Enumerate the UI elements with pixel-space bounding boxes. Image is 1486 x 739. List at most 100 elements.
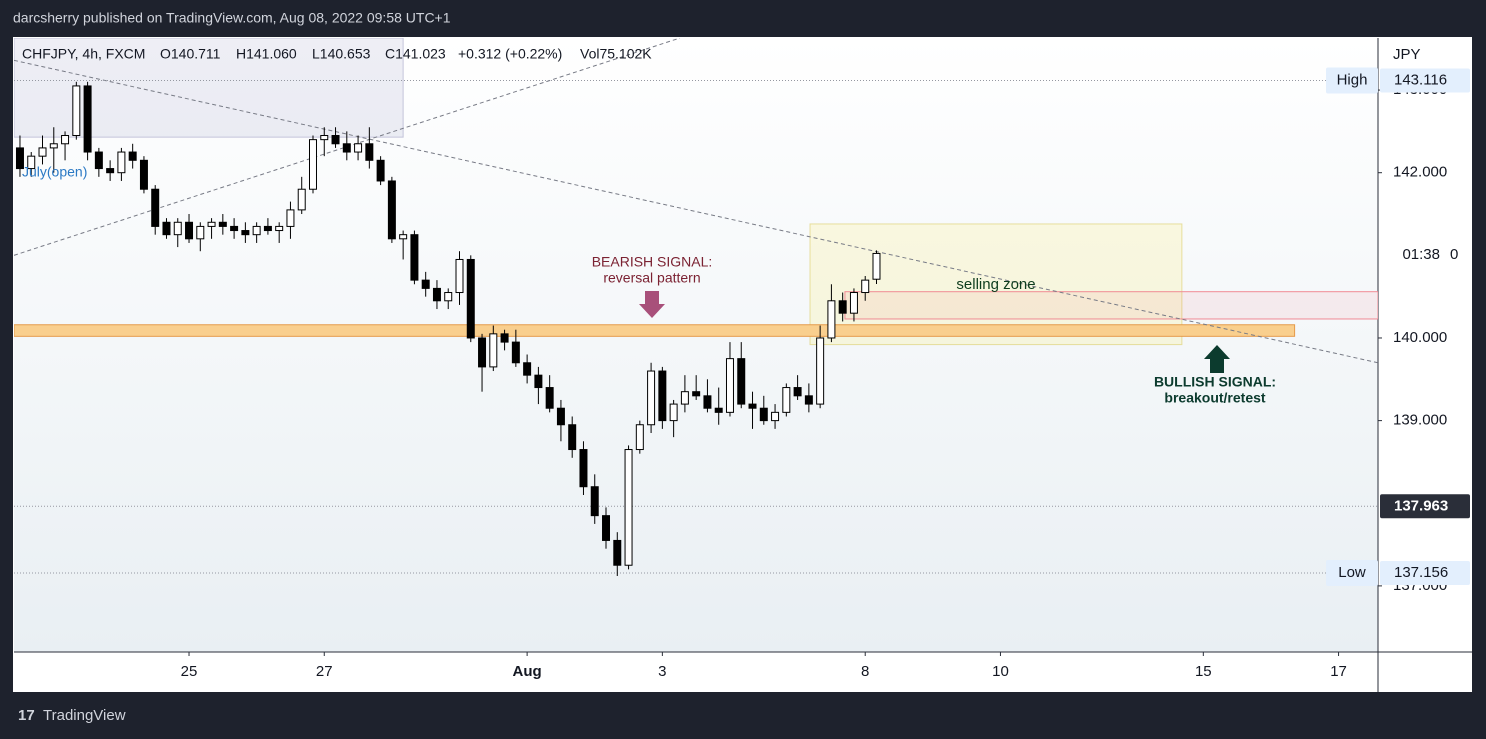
candle-body [27, 155, 36, 170]
y-tick-label: 140.000 [1393, 329, 1447, 346]
candle-body [523, 362, 532, 376]
y-tick-label: 139.000 [1393, 412, 1447, 429]
candle-body [421, 279, 430, 289]
price-line-tag [1326, 67, 1378, 94]
candle-body [511, 341, 520, 364]
candle-body [759, 407, 768, 422]
candle-body [500, 333, 509, 343]
candle-body [861, 279, 870, 294]
candle-body [365, 143, 374, 161]
candle-body [455, 258, 464, 294]
candle-body [748, 403, 757, 409]
plot [14, 38, 1378, 576]
candle-body [83, 85, 92, 153]
candle-body [432, 287, 441, 302]
currency: JPY [1393, 46, 1421, 63]
candle-body [725, 358, 734, 413]
price-label: 137.156 [1394, 564, 1448, 581]
publisher: darcsherry published on TradingView.com,… [13, 10, 451, 26]
legend-low: L140.653 [312, 46, 371, 62]
price-line-tag [1326, 559, 1378, 586]
bearish-text: reversal pattern [603, 270, 700, 286]
brand: TradingView [43, 707, 126, 724]
candle-body [714, 407, 723, 413]
candle-body [399, 234, 408, 240]
legend: CHFJPY, 4h, FXCM O140.711 H141.060 L140.… [22, 46, 652, 62]
zone [14, 324, 1296, 337]
axes: 137.000139.000140.000142.000143.0002527A… [181, 67, 1470, 680]
candle-body [286, 209, 295, 227]
candle-body [263, 225, 272, 232]
candle-body [872, 252, 881, 280]
candle-body [139, 159, 148, 190]
logo-mark: 17 [18, 707, 35, 724]
zone [844, 291, 1378, 320]
price-label: 143.116 [1394, 71, 1447, 88]
price-label-box [1380, 68, 1470, 93]
candle-body [185, 221, 194, 240]
candle-body [579, 449, 588, 488]
candle-body [849, 292, 858, 314]
candle-body [771, 411, 780, 422]
candle-body [635, 424, 644, 451]
candle-body [230, 225, 239, 232]
open-label: July(open) [22, 164, 87, 180]
candle-body [466, 258, 475, 339]
candle-body [647, 370, 656, 426]
candle-body [410, 234, 419, 281]
candle-body [162, 221, 171, 236]
legend-high: H141.060 [236, 46, 297, 62]
candle-body [151, 188, 160, 227]
candle-body [15, 147, 24, 170]
candle-body [737, 358, 746, 405]
bullish-text: breakout/retest [1164, 390, 1265, 406]
candle-body [816, 337, 825, 405]
legend-volume: Vol75.102K [580, 46, 652, 62]
candle-body [376, 159, 385, 182]
countdown: 01:38 [1402, 246, 1440, 263]
trend-line [14, 59, 1378, 364]
x-tick-label: 8 [861, 663, 869, 680]
candle-body [331, 135, 340, 145]
price-label: 137.963 [1394, 497, 1448, 514]
x-tick-label: 17 [1330, 663, 1347, 680]
candle-body [94, 151, 103, 170]
bullish-title: BULLISH SIGNAL: [1154, 374, 1276, 390]
candle-body [49, 143, 58, 149]
x-tick-label: 10 [992, 663, 1009, 680]
price-label-box [1380, 494, 1470, 519]
candle-body [38, 147, 47, 157]
candle-body [624, 449, 633, 566]
candle-body [128, 151, 137, 161]
candle-body [218, 221, 227, 227]
x-tick-label: 3 [658, 663, 666, 680]
candle-body [556, 407, 565, 426]
x-tick-label: Aug [513, 663, 542, 680]
x-tick-label: 27 [316, 663, 333, 680]
candle-body [782, 387, 791, 413]
candle-body [387, 180, 396, 240]
candle-body [207, 221, 216, 227]
candle-body [308, 139, 317, 190]
candle-body [827, 300, 836, 339]
candle-body [444, 292, 453, 302]
candle-body [354, 143, 363, 153]
candle-body [106, 168, 115, 174]
bearish-title: BEARISH SIGNAL: [592, 254, 713, 270]
candle-body [703, 395, 712, 409]
candle-body [793, 387, 802, 397]
bullish-arrow [1204, 345, 1230, 373]
countdown-price: 0 [1450, 246, 1458, 263]
candle-body [838, 300, 847, 314]
candle-body [602, 515, 611, 541]
legend-open: O140.711 [160, 46, 221, 62]
price-label-box [1380, 560, 1470, 585]
candle-body [320, 135, 329, 141]
candle-body [680, 391, 689, 405]
x-tick-label: 15 [1195, 663, 1212, 680]
candle-body [613, 539, 622, 566]
candle-body [692, 391, 701, 397]
candle-body [196, 225, 205, 240]
